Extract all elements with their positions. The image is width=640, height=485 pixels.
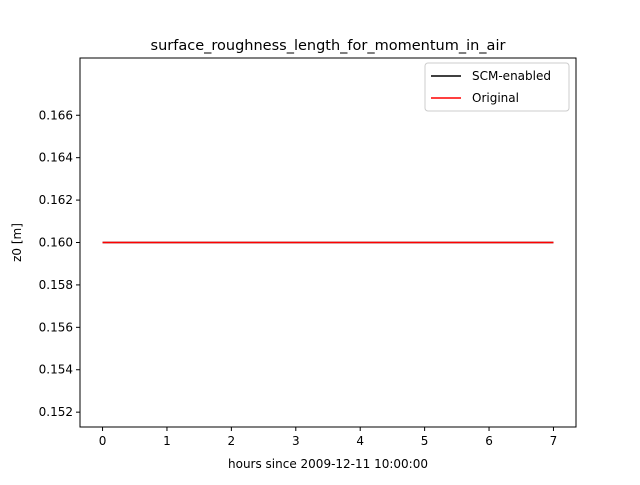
x-tick-label: 5 [421,434,429,448]
y-tick-label: 0.162 [39,193,73,207]
x-tick-label: 3 [292,434,300,448]
y-tick-label: 0.156 [39,320,73,334]
x-tick-label: 7 [550,434,558,448]
y-tick-label: 0.152 [39,405,73,419]
y-tick-label: 0.160 [39,236,73,250]
y-axis-label: z0 [m] [10,223,24,262]
legend-label: SCM-enabled [472,69,551,83]
legend-label: Original [472,91,519,105]
x-tick-label: 6 [485,434,493,448]
y-tick-label: 0.158 [39,278,73,292]
legend-box [424,62,570,112]
y-tick-label: 0.164 [39,151,73,165]
x-axis-label: hours since 2009-12-11 10:00:00 [228,457,428,471]
axis-ticks: 0 1 2 3 4 5 6 7 0.152 0.154 0.156 0.158 0.160 0.162 0.… [39,108,558,448]
x-tick-label: 2 [228,434,236,448]
legend: SCM-enabled Original [424,62,570,112]
y-tick-label: 0.166 [39,108,73,122]
plot-area-frame [79,57,577,428]
y-tick-label: 0.154 [39,363,73,377]
x-tick-label: 0 [99,434,107,448]
x-tick-label: 1 [163,434,171,448]
x-tick-label: 4 [356,434,364,448]
chart-title: surface_roughness_length_for_momentum_in… [151,38,506,54]
